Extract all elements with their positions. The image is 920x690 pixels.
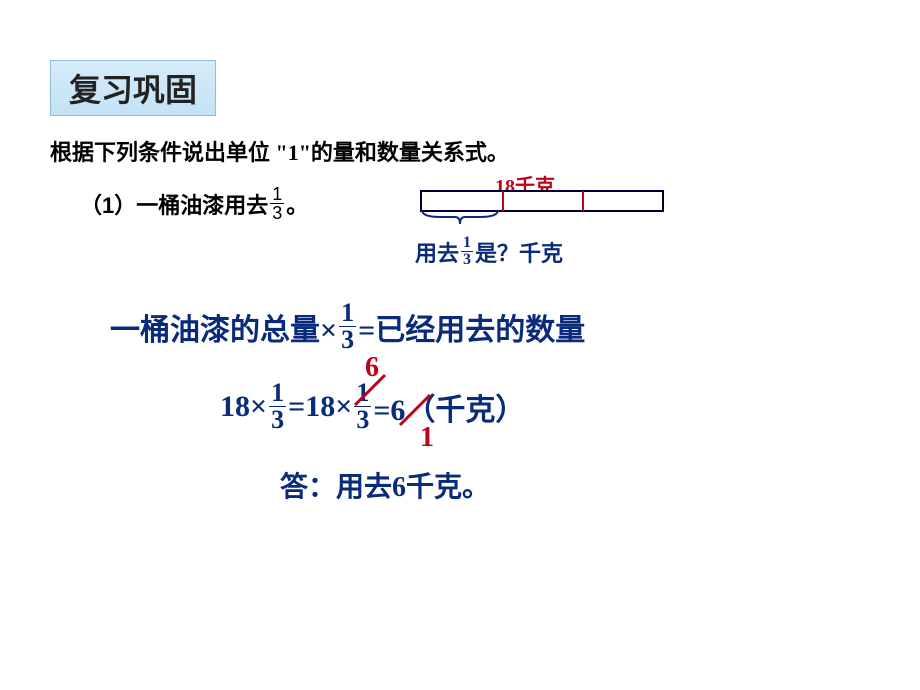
calc-eq2: =6（千克） <box>373 385 525 429</box>
brace-icon <box>420 208 500 226</box>
answer-text: 答：用去6千克。 <box>280 465 490 505</box>
problem-1: （1） 一桶油漆用去 1 3 。 <box>80 185 308 222</box>
calculation: 18× 1 3 =18× 1 3 =6（千克） 6 1 <box>220 380 525 433</box>
used-frac-num: 1 <box>461 235 473 251</box>
calc-frac2: 1 3 <box>354 380 371 433</box>
used-label: 用去 1 3 是？千克 <box>415 235 563 268</box>
calc-a: 18× <box>220 390 267 424</box>
used-frac-den: 3 <box>461 251 473 268</box>
relation-left: 一桶油漆的总量× <box>110 305 337 349</box>
calc-frac1-num: 1 <box>269 380 286 406</box>
bar-diagram: 18千克 用去 1 3 是？千克 <box>420 190 664 212</box>
fraction-denominator: 3 <box>270 203 284 222</box>
tick-1 <box>502 191 504 211</box>
problem-fraction: 1 3 <box>270 185 284 222</box>
calc-frac1: 1 3 <box>269 380 286 433</box>
tick-2 <box>582 191 584 211</box>
relation-right: =已经用去的数量 <box>358 305 585 349</box>
used-before: 用去 <box>415 236 459 268</box>
used-after: 是？千克 <box>475 236 563 268</box>
problem-text-after: 。 <box>286 188 308 220</box>
relation-frac-num: 1 <box>339 300 356 326</box>
relation-formula: 一桶油漆的总量× 1 3 =已经用去的数量 <box>110 300 585 353</box>
problem-index: （1） <box>80 188 136 220</box>
cancel-top: 6 <box>365 352 379 384</box>
calc-frac2-den: 3 <box>354 406 371 433</box>
used-fraction: 1 3 <box>461 235 473 268</box>
fraction-numerator: 1 <box>270 185 284 203</box>
calc-eq1: =18× <box>288 390 352 424</box>
section-header: 复习巩固 <box>50 60 216 116</box>
relation-fraction: 1 3 <box>339 300 356 353</box>
problem-text-before: 一桶油漆用去 <box>136 188 268 220</box>
relation-frac-den: 3 <box>339 326 356 353</box>
cancel-bottom: 1 <box>420 422 434 454</box>
calc-frac1-den: 3 <box>269 406 286 433</box>
instruction-text: 根据下列条件说出单位 "1"的量和数量关系式。 <box>50 135 509 167</box>
